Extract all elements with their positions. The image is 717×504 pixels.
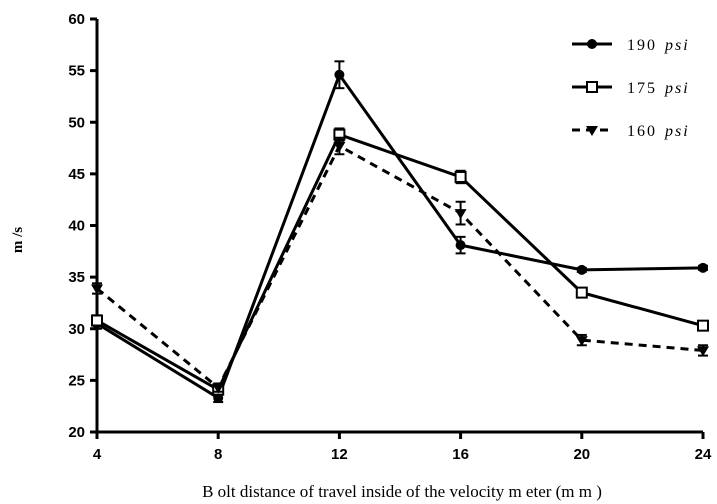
series-175 [91,127,709,396]
series-line-190 [96,71,704,401]
data-point-160 [333,141,346,152]
legend-label: 175 psi [627,80,690,97]
data-point-160 [697,346,709,357]
legend-series-name: 190 [627,37,657,54]
legend-series-name: 175 [627,80,657,97]
y-tick-label: 45 [68,166,85,183]
y-tick-label: 50 [68,114,85,131]
series-160 [91,136,709,394]
x-tick-label: 20 [573,446,590,463]
data-point-175 [575,286,588,299]
y-tick-label: 40 [68,218,85,235]
legend-marker-square [586,81,598,93]
y-tick-label: 55 [68,63,85,80]
y-tick-label: 20 [68,424,85,441]
x-tick-label: 16 [452,446,469,463]
x-tick-label: 4 [93,446,102,463]
legend-item-175: 175 psi [572,80,690,97]
legend-series-unit: psi [664,80,690,97]
data-point-160 [575,336,588,347]
data-point-175 [454,170,467,183]
data-point-160 [91,284,103,295]
legend-series-unit: psi [664,123,690,140]
legend-label: 190 psi [627,37,690,54]
y-axis-title: m /s [10,227,26,253]
data-point-175 [91,314,103,327]
legend: 190 psi 175 psi 160 psi [572,37,690,140]
x-tick-label: 24 [695,446,712,463]
x-tick-label: 8 [214,446,222,463]
series-line-175 [96,132,704,392]
x-axis-title: B olt distance of travel inside of the v… [202,482,602,501]
series-layer [91,60,709,404]
legend-item-190: 190 psi [572,37,690,54]
series-190 [92,60,708,404]
legend-marker-triangle-down [586,126,598,136]
data-point-160 [212,383,225,394]
x-axis: 4 8 12 16 20 24 [93,430,712,463]
data-point-190 [576,264,587,275]
x-tick-label: 12 [331,446,348,463]
legend-item-160: 160 psi [572,123,690,140]
y-tick-label: 30 [68,321,85,338]
legend-series-name: 160 [627,123,657,140]
y-tick-label: 60 [68,11,85,28]
legend-label: 160 psi [627,123,690,140]
data-point-175 [697,319,709,332]
legend-marker-circle [587,39,597,49]
data-point-190 [698,262,708,273]
y-tick-label: 35 [68,269,85,286]
data-point-190 [334,69,345,80]
series-line-160 [96,143,704,390]
data-point-160 [454,209,467,220]
legend-series-unit: psi [664,37,690,54]
data-point-190 [455,240,466,251]
y-axis: 20 25 30 35 40 45 50 55 60 [68,11,99,441]
y-tick-label: 25 [68,372,85,389]
